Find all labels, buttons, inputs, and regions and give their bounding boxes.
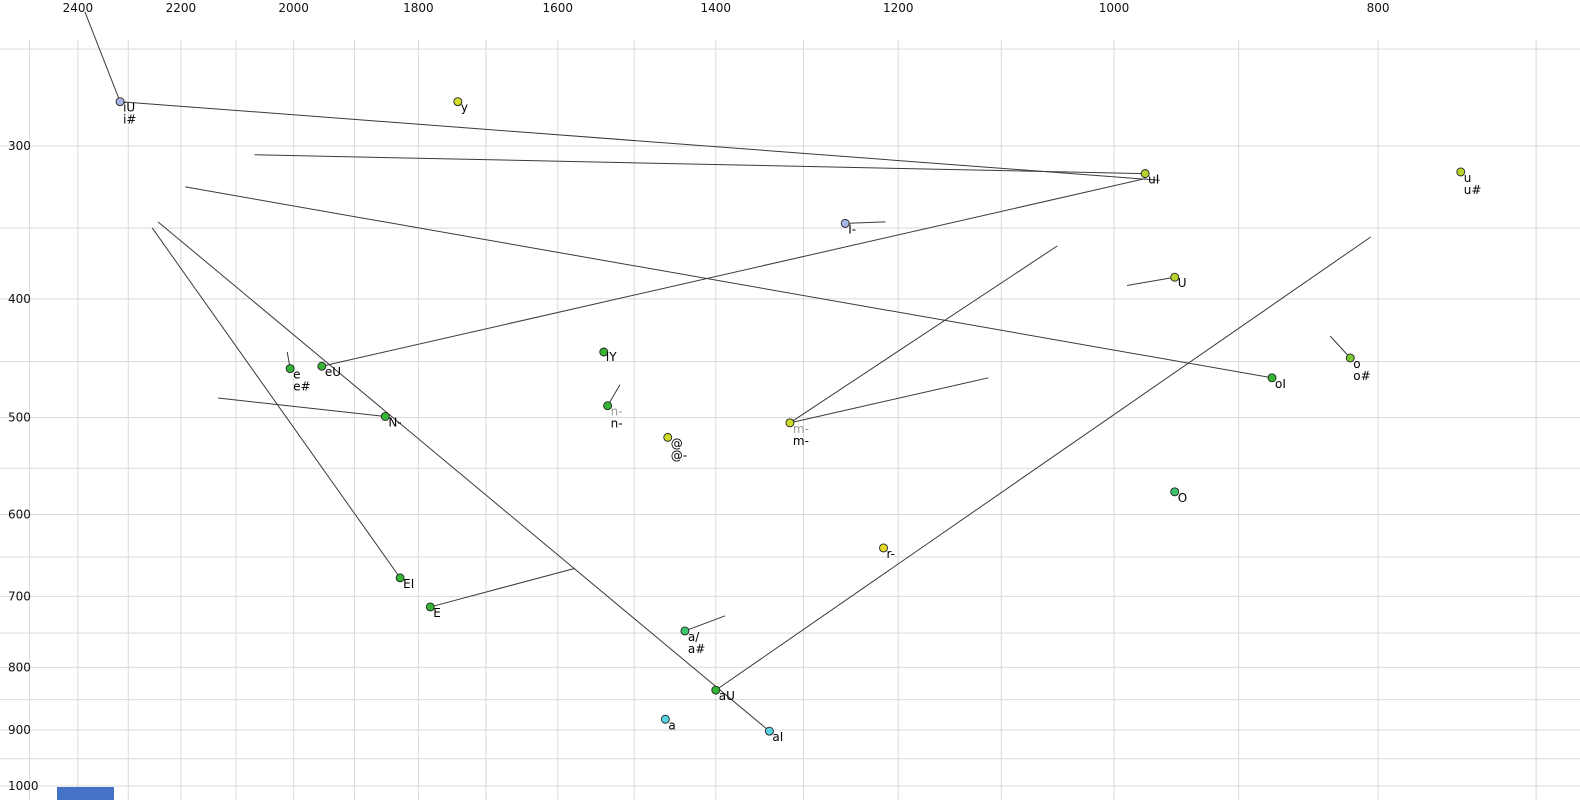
x-axis-tick-1400: 1400 xyxy=(701,1,732,15)
vowel-point-p12[interactable] xyxy=(663,432,673,442)
vowel-point-ai[interactable] xyxy=(764,726,774,736)
y-axis-tick-500: 500 xyxy=(8,411,31,425)
vowel-label-ei: EI xyxy=(403,577,414,591)
vowel-label-oi: oI xyxy=(1275,377,1286,391)
vowel-label-p12: @- xyxy=(671,448,687,462)
y-axis-tick-600: 600 xyxy=(8,507,31,521)
vowel-point-oi[interactable] xyxy=(1267,373,1277,383)
vowel-point-m[interactable] xyxy=(785,418,795,428)
vowel-label-au: aU xyxy=(719,689,735,703)
bottom-left-blue-fragment xyxy=(57,787,114,800)
vowel-label-i: IY xyxy=(606,350,618,364)
trajectory-line xyxy=(715,236,1371,691)
vowel-label-y: y xyxy=(461,101,468,115)
trajectory-line xyxy=(789,245,1058,424)
vowel-point-n[interactable] xyxy=(603,401,613,411)
vowel-label-p12: @ xyxy=(671,436,683,450)
trajectory-line xyxy=(684,615,726,632)
vowel-label-u: u xyxy=(1464,171,1472,185)
vowel-point-o[interactable] xyxy=(1170,487,1180,497)
trajectory-line xyxy=(84,11,121,102)
x-axis-tick-1800: 1800 xyxy=(403,1,434,15)
x-axis-tick-2200: 2200 xyxy=(166,1,197,15)
trajectory-line xyxy=(430,567,576,608)
vowel-label-a: a# xyxy=(688,642,705,656)
vowel-point-e[interactable] xyxy=(425,602,435,612)
vowel-label-i: i# xyxy=(123,113,136,127)
x-axis-tick-1000: 1000 xyxy=(1099,1,1130,15)
vowel-label-n: N- xyxy=(388,415,401,429)
y-axis-tick-1000: 1000 xyxy=(8,779,39,793)
vowel-label-a: a xyxy=(668,718,675,732)
vowel-point-ei[interactable] xyxy=(395,573,405,583)
vowel-point-au[interactable] xyxy=(711,685,721,695)
vowel-label-iu: iU xyxy=(123,101,135,115)
trajectory-line xyxy=(321,178,1146,367)
vowel-point-ui[interactable] xyxy=(1140,169,1150,179)
vowel-label-i: I- xyxy=(848,222,856,236)
x-axis-tick-800: 800 xyxy=(1367,1,1390,15)
x-axis-tick-2000: 2000 xyxy=(278,1,309,15)
y-axis-tick-300: 300 xyxy=(8,139,31,153)
trajectory-line xyxy=(1329,335,1351,359)
vowel-label-ai: aI xyxy=(772,730,783,744)
trajectory-line xyxy=(845,221,886,224)
x-axis-tick-1200: 1200 xyxy=(883,1,914,15)
vowel-point-n[interactable] xyxy=(380,412,390,421)
vowel-point-r[interactable] xyxy=(879,543,888,553)
vowel-point-eu[interactable] xyxy=(317,361,327,371)
vowel-label-u: U xyxy=(1178,276,1187,290)
trajectory-line xyxy=(151,227,401,579)
vowel-label-o: O xyxy=(1178,491,1187,505)
vowel-label-r: r- xyxy=(887,547,896,561)
vowel-point-a[interactable] xyxy=(660,714,670,724)
vowel-label-eu: eU xyxy=(325,365,341,379)
vowel-point-e[interactable] xyxy=(285,364,295,374)
vowel-label-m: m- xyxy=(793,434,809,448)
trajectory-line xyxy=(789,377,989,424)
vowel-point-y[interactable] xyxy=(453,97,463,107)
trajectory-line xyxy=(185,186,1273,379)
vowel-label-o: o# xyxy=(1353,369,1370,383)
trajectory-line xyxy=(254,154,1146,175)
vowel-point-i[interactable] xyxy=(840,218,850,228)
vowel-label-e: e xyxy=(293,368,300,382)
vowel-label-e: e# xyxy=(293,380,310,394)
x-axis-tick-2400: 2400 xyxy=(63,1,94,15)
y-axis-tick-800: 800 xyxy=(8,660,31,674)
y-axis-tick-400: 400 xyxy=(8,292,31,306)
vowel-label-u: u# xyxy=(1464,183,1482,197)
y-axis-tick-900: 900 xyxy=(8,723,31,737)
vowel-label-n: n- xyxy=(611,417,623,431)
vowel-point-i[interactable] xyxy=(599,347,609,357)
trajectory-line xyxy=(120,101,1160,181)
trajectory-line xyxy=(1127,276,1175,286)
trajectory-line xyxy=(157,221,770,732)
vowel-label-m: m- xyxy=(793,422,809,436)
vowel-label-n: n- xyxy=(611,405,623,419)
vowel-label-ui: uI xyxy=(1148,173,1159,187)
vowel-label-a: a/ xyxy=(688,630,700,644)
vowel-point-a[interactable] xyxy=(680,626,690,636)
vowel-label-e: E xyxy=(433,606,441,620)
vowel-point-o[interactable] xyxy=(1345,353,1355,363)
vowel-point-iu[interactable] xyxy=(115,97,125,107)
x-axis-tick-1600: 1600 xyxy=(542,1,573,15)
vowel-label-o: o xyxy=(1353,357,1360,371)
vowel-point-u[interactable] xyxy=(1456,167,1466,177)
trajectory-line xyxy=(218,397,386,417)
y-axis-tick-700: 700 xyxy=(8,589,31,603)
vowel-point-u[interactable] xyxy=(1170,272,1180,282)
